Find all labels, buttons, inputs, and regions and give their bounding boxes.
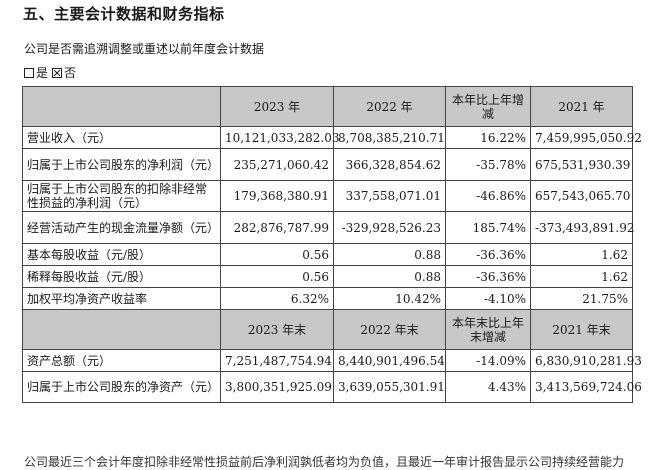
cell-year1: 3,800,351,925.09 — [220, 371, 334, 403]
cell-year3: 1.62 — [530, 265, 633, 288]
cell-change: -14.09% — [445, 349, 531, 372]
cell-year3: -373,493,891.92 — [530, 211, 634, 244]
restatement-question: 公司是否需追溯调整或重述以前年度会计数据 — [24, 42, 265, 56]
cell-year1: 10,121,033,282.03 — [220, 126, 340, 149]
header-cell-year3: 2021 年末 — [530, 309, 633, 350]
cell-year2: 8,440,901,496.54 — [333, 349, 446, 372]
header-row: 2023 年 2022 年本年比上年增减 2021 年 — [22, 86, 633, 127]
table-row: 经营活动产生的现金流量净额（元） 282,876,787.99 -329,928,5… — [22, 211, 634, 244]
cell-year1: 235,271,060.42 — [220, 148, 334, 181]
cell-year3: 7,459,995,050.92 — [530, 126, 642, 149]
header-cell-item — [22, 309, 221, 350]
cell-change: 4.43% — [445, 371, 531, 403]
no-checkbox-checked — [52, 67, 63, 78]
cell-item: 归属于上市公司股东的净资产（元） — [22, 371, 221, 403]
cell-year2: 3,639,055,301.91 — [333, 371, 446, 403]
cell-year2: 0.88 — [333, 243, 446, 266]
no-label: 否 — [64, 66, 77, 80]
cell-year1: 179,368,380.91 — [220, 180, 334, 212]
cell-item: 基本每股收益（元/股） — [22, 243, 221, 266]
cell-item: 归属于上市公司股东的扣除非经常性损益的净利润（元） — [22, 180, 221, 212]
cell-year2: 0.88 — [333, 265, 446, 288]
cell-change: -46.86% — [445, 180, 531, 212]
table-row: 基本每股收益（元/股） 0.56 0.88 -36.36% 1.62 — [22, 243, 633, 266]
table-row: 归属于上市公司股东的净资产（元） 3,800,351,925.09 3,639,05… — [22, 371, 642, 403]
cell-change: 185.74% — [445, 211, 531, 244]
header-cell-item — [22, 86, 221, 127]
cell-change: -4.10% — [445, 287, 531, 310]
header-cell-change: 本年末比上年末增减 — [445, 309, 531, 350]
cell-item: 营业收入（元） — [22, 126, 221, 149]
cell-year3: 21.75% — [530, 287, 633, 310]
yes-checkbox — [24, 67, 34, 78]
cell-item: 稀释每股收益（元/股） — [22, 265, 221, 288]
header-row: 2023 年末 2022 年末 本年末比上年末增减 2021 年末 — [22, 309, 633, 350]
cell-item: 加权平均净资产收益率 — [22, 287, 221, 310]
restatement-answer: 是 否 — [24, 64, 80, 81]
cell-year1: 7,251,487,754.94 — [220, 349, 334, 372]
header-cell-year1: 2023 年 — [220, 86, 334, 127]
cell-year3: 675,531,930.39 — [530, 148, 633, 181]
key-financial-table: 2023 年 2022 年本年比上年增减 2021 年营业收入（元） 10,121,0… — [22, 86, 642, 403]
cell-year1: 6.32% — [220, 287, 334, 310]
cell-change: -36.36% — [445, 265, 531, 288]
cell-year3: 3,413,569,724.06 — [530, 371, 642, 403]
section-title: 五、主要会计数据和财务指标 — [23, 5, 225, 23]
cell-year3: 6,830,910,281.93 — [530, 349, 642, 372]
cell-year2: 8,708,385,210.71 — [333, 126, 446, 149]
yes-label: 是 — [36, 66, 49, 80]
cell-year1: 0.56 — [220, 243, 334, 266]
cell-year2: 10.42% — [333, 287, 446, 310]
cell-item: 归属于上市公司股东的净利润（元） — [22, 148, 221, 181]
table-row: 稀释每股收益（元/股） 0.56 0.88 -36.36% 1.62 — [22, 265, 633, 288]
header-cell-year1: 2023 年末 — [220, 309, 334, 350]
cell-year3: 657,543,065.70 — [530, 180, 633, 212]
header-cell-year3: 2021 年 — [530, 86, 633, 127]
cell-year1: 282,876,787.99 — [220, 211, 334, 244]
header-cell-year2: 2022 年末 — [333, 309, 446, 350]
cell-change: -35.78% — [445, 148, 531, 181]
table-row: 归属于上市公司股东的净利润（元） 235,271,060.42 366,328,85… — [22, 148, 633, 181]
table-row: 归属于上市公司股东的扣除非经常性损益的净利润（元） 179,368,380.91 3… — [22, 180, 633, 212]
table-row: 加权平均净资产收益率 6.32% 10.42% -4.10% 21.75% — [22, 287, 633, 310]
table-row: 资产总额（元） 7,251,487,754.94 8,440,901,496.54-… — [22, 349, 642, 372]
cell-item: 经营活动产生的现金流量净额（元） — [22, 211, 221, 244]
cell-year2: 366,328,854.62 — [333, 148, 446, 181]
cell-year2: -329,928,526.23 — [333, 211, 446, 244]
cell-year3: 1.62 — [530, 243, 633, 266]
cell-item: 资产总额（元） — [22, 349, 221, 372]
footer-partial-text: 公司最近三个会计年度扣除非经常性损益前后净利润孰低者均为负值，且最近一年审计报告… — [24, 455, 625, 469]
table-row: 营业收入（元） 10,121,033,282.03 8,708,385,210.71… — [22, 126, 642, 149]
header-cell-year2: 2022 年 — [333, 86, 446, 127]
header-cell-change: 本年比上年增减 — [445, 86, 531, 127]
cell-change: 16.22% — [445, 126, 531, 149]
cell-year1: 0.56 — [220, 265, 334, 288]
cell-change: -36.36% — [445, 243, 531, 266]
cell-year2: 337,558,071.01 — [333, 180, 446, 212]
